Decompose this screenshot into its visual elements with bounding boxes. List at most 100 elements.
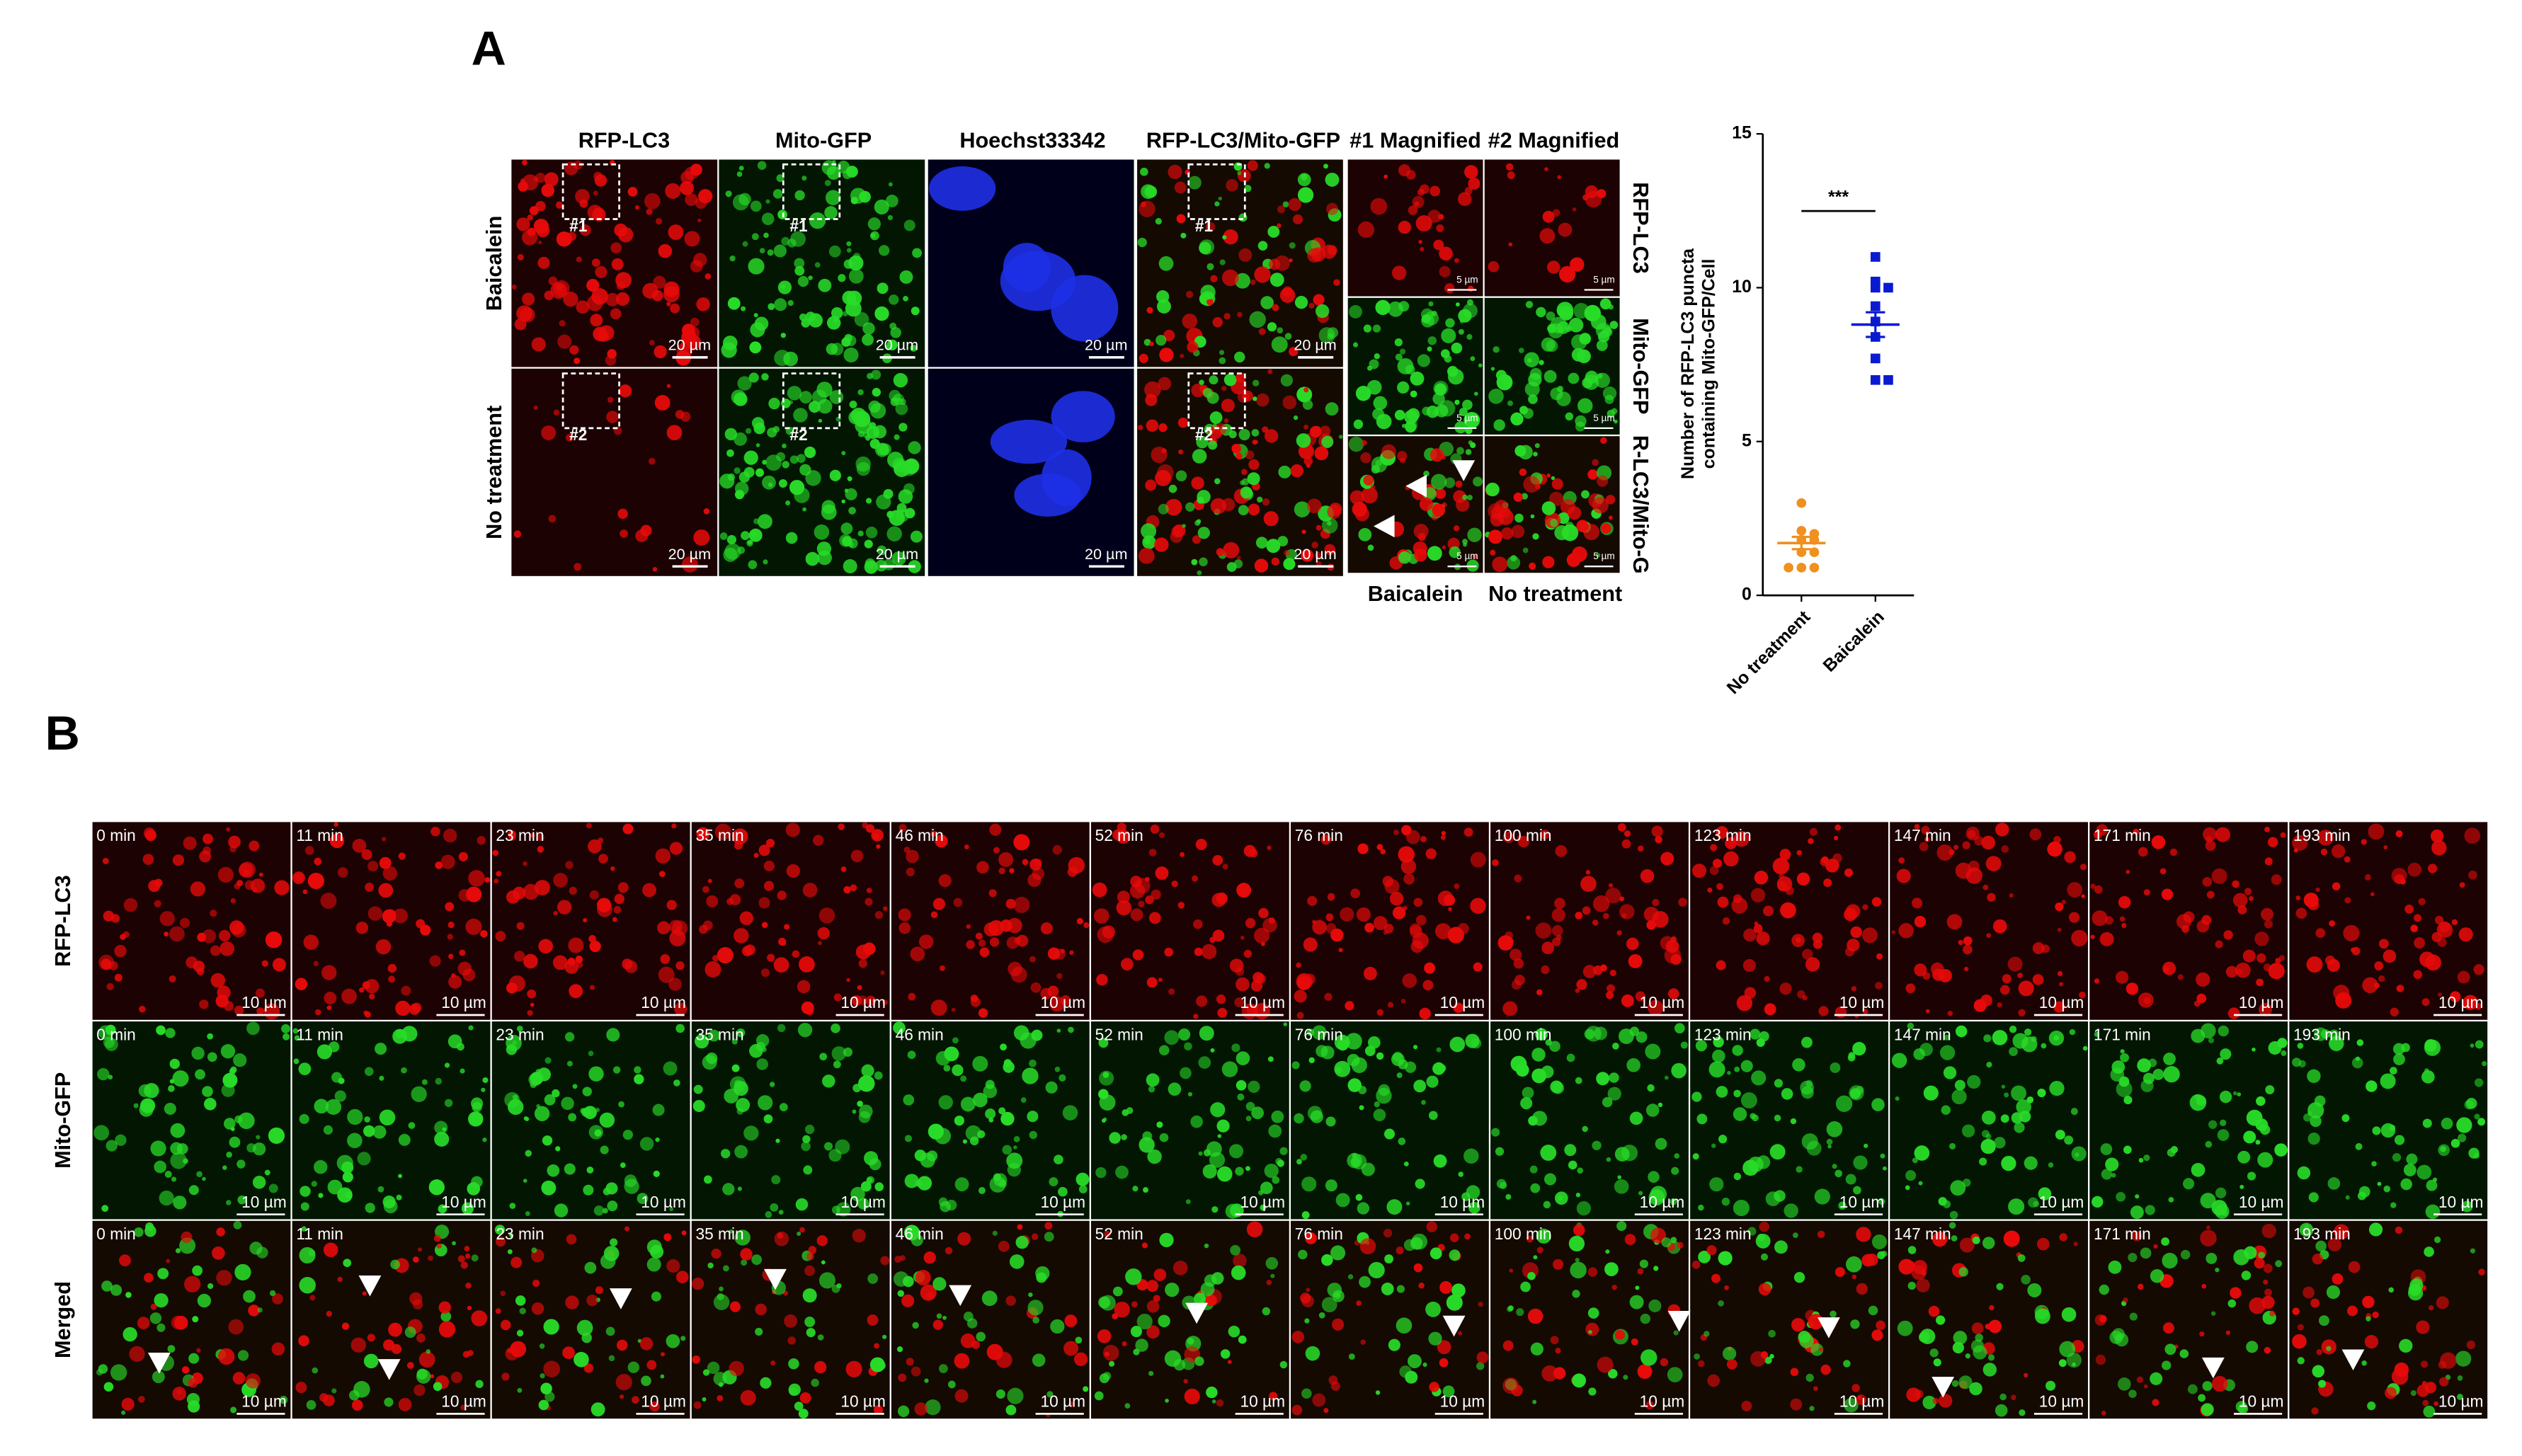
puncta xyxy=(188,1377,198,1388)
puncta xyxy=(1434,923,1451,939)
puncta xyxy=(1639,1259,1648,1268)
puncta xyxy=(806,1252,815,1261)
puncta xyxy=(590,1402,605,1417)
puncta xyxy=(607,1200,618,1212)
puncta xyxy=(1284,333,1292,340)
puncta xyxy=(1541,965,1550,975)
puncta xyxy=(1979,1157,1987,1166)
puncta xyxy=(763,232,769,239)
puncta xyxy=(873,1405,884,1415)
puncta xyxy=(634,1074,644,1084)
puncta xyxy=(765,199,770,204)
puncta xyxy=(2034,1308,2050,1324)
puncta xyxy=(1907,1281,1916,1290)
puncta xyxy=(719,1286,724,1292)
puncta xyxy=(1965,867,1983,884)
puncta xyxy=(306,1400,316,1410)
puncta xyxy=(1216,994,1226,1004)
puncta xyxy=(1294,990,1307,1003)
puncta xyxy=(1028,1292,1033,1297)
puncta xyxy=(2327,1237,2342,1251)
puncta xyxy=(777,280,792,294)
puncta xyxy=(2069,1028,2076,1036)
puncta xyxy=(1981,1110,1996,1125)
puncta xyxy=(217,985,231,999)
scale-bar-label: 5 µm xyxy=(1456,551,1478,561)
puncta xyxy=(318,1193,324,1198)
puncta xyxy=(2001,845,2009,853)
puncta xyxy=(798,1409,809,1419)
puncta xyxy=(1092,882,1107,898)
puncta xyxy=(794,487,810,503)
puncta xyxy=(622,1130,633,1140)
puncta xyxy=(188,1185,199,1196)
puncta xyxy=(1233,559,1243,568)
puncta xyxy=(1958,939,1963,946)
puncta xyxy=(988,889,997,898)
puncta xyxy=(1147,1149,1162,1164)
puncta xyxy=(1492,556,1508,573)
puncta xyxy=(1864,1143,1868,1148)
puncta xyxy=(256,1135,261,1140)
puncta xyxy=(2019,1409,2026,1416)
puncta xyxy=(887,214,893,221)
puncta xyxy=(903,1094,915,1106)
puncta xyxy=(1456,447,1464,455)
magnified-row-label: R-LC3/Mito-G xyxy=(1628,435,1653,574)
puncta xyxy=(1360,1339,1366,1345)
puncta xyxy=(1536,306,1546,318)
puncta xyxy=(2159,868,2167,875)
puncta xyxy=(1805,957,1820,972)
puncta xyxy=(1301,549,1314,562)
puncta xyxy=(1636,1031,1648,1043)
puncta xyxy=(1182,314,1198,329)
puncta xyxy=(367,1334,375,1342)
puncta xyxy=(1330,928,1344,942)
puncta xyxy=(1126,1107,1134,1114)
puncta xyxy=(199,999,209,1009)
puncta xyxy=(1953,844,1959,850)
puncta xyxy=(1551,925,1563,936)
puncta xyxy=(279,1395,288,1404)
puncta xyxy=(145,1222,154,1231)
puncta xyxy=(617,882,629,893)
puncta xyxy=(1264,429,1279,443)
puncta xyxy=(1097,1329,1112,1343)
puncta xyxy=(2143,1154,2150,1162)
puncta xyxy=(2138,1283,2144,1290)
puncta xyxy=(484,877,491,883)
puncta xyxy=(269,1290,276,1297)
puncta xyxy=(1529,562,1536,570)
puncta xyxy=(1772,857,1790,875)
puncta xyxy=(1868,1305,1878,1316)
puncta xyxy=(1049,1177,1059,1186)
puncta xyxy=(1350,888,1361,898)
puncta xyxy=(1584,1028,1595,1040)
micrograph xyxy=(511,368,718,576)
puncta xyxy=(588,1066,604,1082)
puncta xyxy=(1516,1308,1524,1317)
puncta xyxy=(1228,1325,1240,1338)
puncta xyxy=(831,1046,847,1061)
puncta xyxy=(1247,472,1260,486)
puncta xyxy=(1418,239,1422,244)
puncta xyxy=(569,886,577,895)
puncta xyxy=(433,1234,441,1242)
puncta xyxy=(1733,1107,1747,1121)
puncta xyxy=(1116,900,1132,916)
puncta xyxy=(1216,1166,1233,1182)
puncta xyxy=(1587,1307,1599,1319)
puncta xyxy=(2059,1233,2067,1242)
puncta xyxy=(821,1260,826,1265)
puncta xyxy=(751,233,759,241)
nucleus xyxy=(929,166,996,211)
puncta xyxy=(1510,1055,1527,1072)
puncta xyxy=(841,499,845,504)
puncta xyxy=(2310,1115,2322,1128)
puncta xyxy=(2148,1058,2157,1067)
puncta xyxy=(1641,1349,1657,1366)
puncta xyxy=(1616,930,1622,936)
puncta xyxy=(1277,223,1282,229)
puncta xyxy=(1234,997,1245,1008)
puncta xyxy=(1398,846,1415,863)
